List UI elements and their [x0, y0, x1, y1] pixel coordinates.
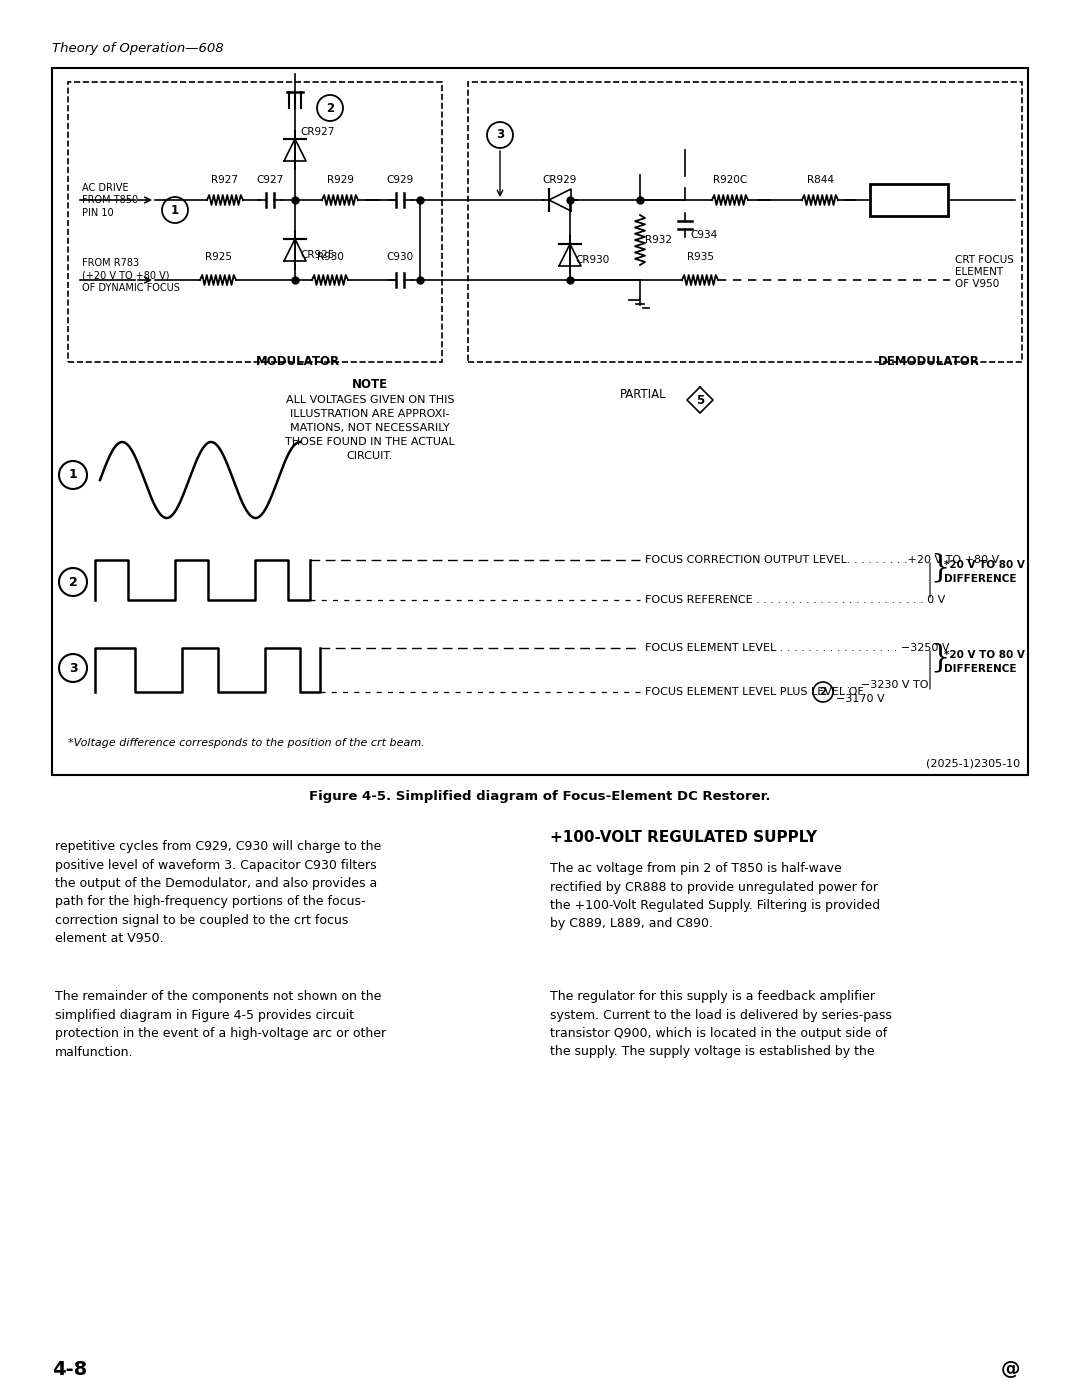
Text: DEMODULATOR: DEMODULATOR	[878, 355, 980, 367]
Text: ALL VOLTAGES GIVEN ON THIS
ILLUSTRATION ARE APPROXI-
MATIONS, NOT NECESSARILY
TH: ALL VOLTAGES GIVEN ON THIS ILLUSTRATION …	[285, 395, 455, 461]
Text: +100-VOLT REGULATED SUPPLY: +100-VOLT REGULATED SUPPLY	[550, 830, 818, 845]
Text: R932: R932	[645, 235, 672, 244]
Text: 3: 3	[69, 662, 78, 675]
Text: }: }	[930, 643, 949, 673]
Text: . . . −3230 V TO
−3170 V: . . . −3230 V TO −3170 V	[836, 680, 929, 704]
Bar	[870, 184, 948, 217]
Text: R925: R925	[204, 251, 231, 263]
Text: 1: 1	[171, 204, 179, 217]
Text: 1: 1	[69, 468, 78, 482]
Text: 5: 5	[696, 394, 704, 407]
Text: C927: C927	[256, 175, 284, 184]
Text: R920C: R920C	[713, 175, 747, 184]
Bar	[52, 68, 1028, 775]
Text: 2: 2	[326, 102, 334, 115]
Text: *Voltage difference corresponds to the position of the crt beam.: *Voltage difference corresponds to the p…	[68, 738, 424, 747]
Text: C934: C934	[690, 231, 717, 240]
Text: NOTE: NOTE	[352, 379, 388, 391]
Text: *20 V TO 80 V
DIFFERENCE: *20 V TO 80 V DIFFERENCE	[944, 560, 1025, 584]
Text: (2025-1)2305-10: (2025-1)2305-10	[926, 759, 1020, 768]
Bar	[468, 82, 1022, 362]
Text: 2: 2	[820, 687, 826, 697]
Text: 2: 2	[69, 576, 78, 588]
Text: FOCUS REFERENCE . . . . . . . . . . . . . . . . . . . . . . . . 0 V: FOCUS REFERENCE . . . . . . . . . . . . …	[645, 595, 945, 605]
Text: CR927: CR927	[300, 127, 335, 137]
Text: 4-8: 4-8	[52, 1361, 87, 1379]
Text: FROM R783
(+20 V TO +80 V)
OF DYNAMIC FOCUS: FROM R783 (+20 V TO +80 V) OF DYNAMIC FO…	[82, 258, 180, 293]
Text: C930: C930	[387, 251, 414, 263]
Text: @: @	[1000, 1361, 1020, 1379]
Text: FOCUS ELEMENT LEVEL PLUS LEVEL OF: FOCUS ELEMENT LEVEL PLUS LEVEL OF	[645, 687, 867, 697]
Text: CRT FOCUS
ELEMENT
OF V950: CRT FOCUS ELEMENT OF V950	[955, 254, 1014, 289]
Text: FOCUS ELEMENT LEVEL . . . . . . . . . . . . . . . . . −3250 V: FOCUS ELEMENT LEVEL . . . . . . . . . . …	[645, 643, 949, 652]
Text: R935: R935	[687, 251, 714, 263]
Text: MODULATOR: MODULATOR	[256, 355, 340, 367]
Text: FOCUS CORRECTION OUTPUT LEVEL. . . . . . . . .+20 V TO +80 V: FOCUS CORRECTION OUTPUT LEVEL. . . . . .…	[645, 555, 999, 564]
Text: }: }	[930, 552, 949, 584]
Text: CR930: CR930	[575, 256, 609, 265]
Bar	[68, 82, 442, 362]
Text: FOCUS: FOCUS	[888, 196, 930, 205]
Text: R929: R929	[326, 175, 353, 184]
Text: 3: 3	[496, 129, 504, 141]
Text: The remainder of the components not shown on the
simplified diagram in Figure 4-: The remainder of the components not show…	[55, 990, 387, 1059]
Text: R930: R930	[316, 251, 343, 263]
Text: repetitive cycles from C929, C930 will charge to the
positive level of waveform : repetitive cycles from C929, C930 will c…	[55, 840, 381, 946]
Text: AC DRIVE
FROM T850
PIN 10: AC DRIVE FROM T850 PIN 10	[82, 183, 138, 218]
Text: The regulator for this supply is a feedback amplifier
system. Current to the loa: The regulator for this supply is a feedb…	[550, 990, 892, 1059]
Text: *20 V TO 80 V
DIFFERENCE: *20 V TO 80 V DIFFERENCE	[944, 651, 1025, 673]
Text: PARTIAL: PARTIAL	[620, 388, 666, 401]
Text: R844: R844	[807, 175, 834, 184]
Text: C929: C929	[387, 175, 414, 184]
Text: CR929: CR929	[543, 175, 577, 184]
Text: CR925: CR925	[300, 250, 335, 260]
Text: Figure 4-5. Simplified diagram of Focus-Element DC Restorer.: Figure 4-5. Simplified diagram of Focus-…	[309, 789, 771, 803]
Text: The ac voltage from pin 2 of T850 is half-wave
rectified by CR888 to provide unr: The ac voltage from pin 2 of T850 is hal…	[550, 862, 880, 930]
Text: R927: R927	[212, 175, 239, 184]
Text: Theory of Operation—608: Theory of Operation—608	[52, 42, 224, 54]
